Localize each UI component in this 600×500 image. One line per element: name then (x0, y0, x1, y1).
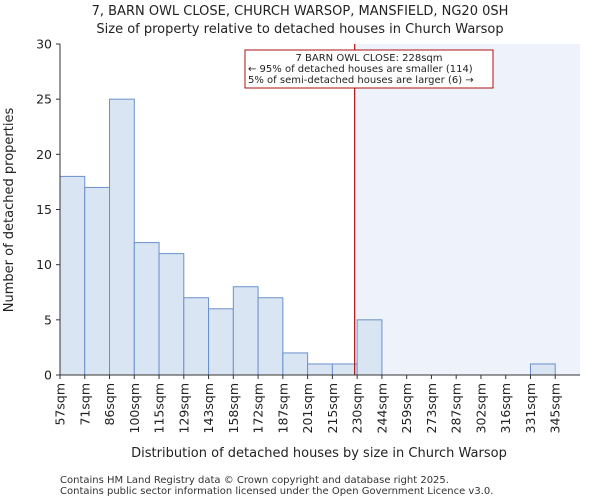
bar-201sqm (307, 363, 333, 376)
y-tick-label: 10 (36, 257, 52, 272)
footer-line-2: Contains public sector information licen… (60, 486, 493, 497)
x-tick-label: 158sqm (226, 383, 241, 433)
bars-group (59, 98, 556, 376)
x-tick-label: 259sqm (399, 383, 414, 433)
x-ticks: 57sqm 71sqm 86sqm 100sqm 115sqm 129sqm 143sqm 1… (53, 375, 563, 433)
bar-172sqm (257, 297, 284, 376)
footer-line-1: Contains HM Land Registry data © Crown c… (60, 475, 449, 486)
x-tick-label: 244sqm (374, 383, 389, 433)
x-tick-label: 129sqm (176, 383, 191, 433)
x-tick-label: 172sqm (251, 383, 266, 433)
annotation-line-1: 7 BARN OWL CLOSE: 228sqm (295, 53, 442, 64)
bar-100sqm (133, 242, 160, 376)
y-tick-label: 25 (36, 92, 52, 107)
x-tick-label: 345sqm (548, 383, 563, 433)
y-tick-label: 0 (44, 368, 52, 383)
bar-115sqm (158, 253, 185, 376)
x-tick-label: 71sqm (77, 383, 92, 426)
x-tick-label: 287sqm (449, 383, 464, 433)
y-axis-label: Number of detached properties (2, 108, 17, 313)
x-tick-label: 230sqm (350, 383, 365, 433)
y-tick-label: 20 (36, 147, 52, 162)
x-tick-label: 302sqm (473, 383, 488, 433)
bar-71sqm (84, 186, 111, 376)
y-tick-label: 15 (36, 202, 52, 217)
bar-86sqm (109, 98, 135, 376)
annotation-box: 7 BARN OWL CLOSE: 228sqm ← 95% of detach… (244, 49, 494, 89)
chart-subtitle: Size of property relative to detached ho… (96, 22, 503, 37)
y-tick-label: 5 (44, 312, 52, 327)
x-tick-label: 215sqm (325, 383, 340, 433)
bar-331sqm (529, 363, 556, 376)
x-tick-label: 316sqm (498, 383, 513, 433)
y-ticks: 0 5 10 15 20 25 30 (36, 37, 60, 383)
bar-143sqm (208, 308, 234, 376)
highlight-region (354, 44, 580, 375)
x-tick-label: 115sqm (152, 383, 167, 433)
x-tick-label: 201sqm (300, 383, 315, 433)
y-tick-label: 30 (36, 37, 52, 52)
x-tick-label: 57sqm (53, 383, 68, 426)
x-tick-label: 100sqm (127, 383, 142, 433)
chart-title: 7, BARN OWL CLOSE, CHURCH WARSOP, MANSFI… (92, 4, 509, 19)
x-tick-label: 143sqm (201, 383, 216, 433)
x-axis-label: Distribution of detached houses by size … (131, 446, 507, 461)
x-tick-label: 86sqm (102, 383, 117, 426)
bar-187sqm (282, 352, 309, 376)
bar-129sqm (183, 297, 210, 376)
annotation-border (244, 49, 494, 89)
bar-57sqm (59, 175, 86, 376)
bar-215sqm (331, 363, 358, 376)
bar-230sqm (356, 319, 383, 376)
annotation-line-3: 5% of semi-detached houses are larger (6… (248, 75, 474, 86)
annotation-line-2: ← 95% of detached houses are smaller (11… (248, 64, 473, 75)
x-tick-label: 331sqm (523, 383, 538, 433)
x-tick-label: 273sqm (424, 383, 439, 433)
x-tick-label: 187sqm (275, 383, 290, 433)
bar-158sqm (232, 286, 259, 376)
